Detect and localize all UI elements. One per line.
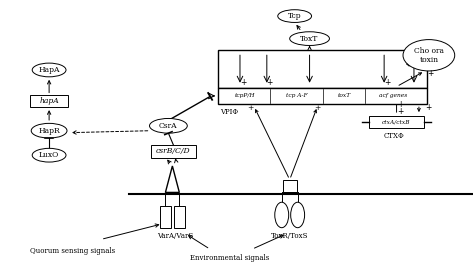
Text: tcpP/H: tcpP/H: [235, 94, 255, 98]
Bar: [369, 116, 424, 128]
Text: acf genes: acf genes: [380, 94, 408, 98]
Ellipse shape: [278, 10, 311, 23]
Text: +: +: [240, 78, 246, 87]
Ellipse shape: [31, 123, 67, 138]
Text: hapA: hapA: [39, 97, 59, 105]
Ellipse shape: [290, 32, 329, 46]
Text: VarA/VarS: VarA/VarS: [157, 232, 193, 240]
Text: +: +: [384, 78, 390, 87]
Text: Cho ora
toxin: Cho ora toxin: [414, 47, 444, 64]
Text: +: +: [428, 69, 434, 78]
Text: CTXΦ: CTXΦ: [383, 132, 404, 140]
Text: Quorum sensing signals: Quorum sensing signals: [30, 247, 116, 255]
Text: +: +: [426, 103, 432, 112]
Text: +: +: [266, 78, 273, 87]
Text: +: +: [247, 104, 253, 112]
Text: toxT: toxT: [338, 94, 351, 98]
Text: Environmental signals: Environmental signals: [191, 254, 270, 262]
Bar: [161, 206, 172, 228]
Ellipse shape: [275, 202, 289, 228]
Text: Tcp: Tcp: [288, 12, 301, 20]
Bar: [174, 206, 185, 228]
Text: CsrA: CsrA: [159, 122, 178, 130]
Bar: [283, 180, 297, 192]
Text: +: +: [314, 104, 321, 112]
Ellipse shape: [32, 148, 66, 162]
Text: +: +: [397, 107, 404, 116]
Text: VPIΦ: VPIΦ: [220, 108, 238, 116]
Text: csrB/C/D: csrB/C/D: [156, 147, 191, 155]
Bar: [30, 95, 68, 107]
Bar: [218, 50, 427, 88]
Text: ctxA/ctxB: ctxA/ctxB: [382, 120, 411, 124]
Text: ToxT: ToxT: [301, 35, 319, 43]
Bar: [218, 88, 427, 104]
Bar: [151, 145, 196, 158]
Text: LuxO: LuxO: [39, 151, 59, 159]
Ellipse shape: [403, 39, 455, 71]
Ellipse shape: [291, 202, 305, 228]
Text: ToxR/ToxS: ToxR/ToxS: [271, 232, 309, 240]
Ellipse shape: [32, 63, 66, 77]
Text: HapA: HapA: [38, 66, 60, 74]
Ellipse shape: [149, 118, 187, 133]
Text: tcp A-F: tcp A-F: [286, 94, 308, 98]
Text: +: +: [397, 100, 404, 109]
Text: HapR: HapR: [38, 127, 60, 135]
